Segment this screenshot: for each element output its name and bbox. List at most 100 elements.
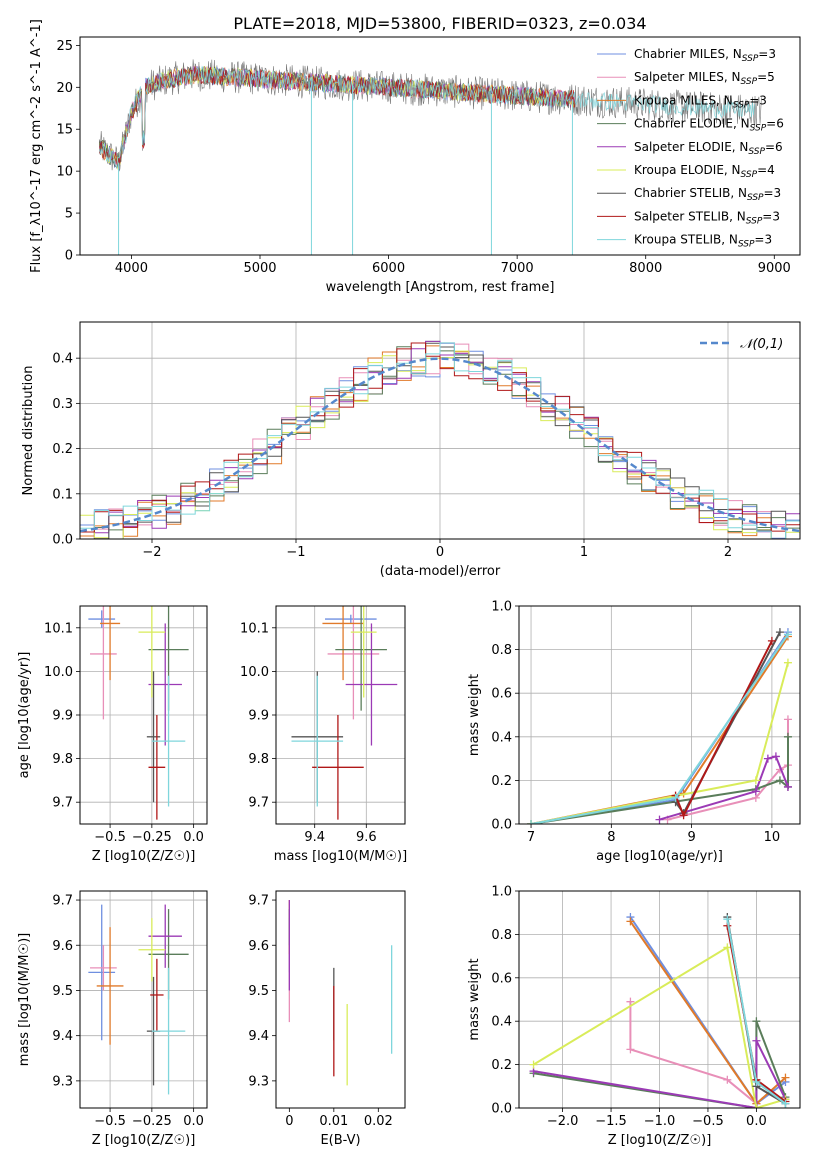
y-tick-label: 0.2 — [491, 774, 512, 789]
weight-marker — [671, 793, 680, 802]
x-tick-label: 6000 — [372, 261, 405, 276]
x-tick-label: −2.0 — [547, 1114, 579, 1129]
axes-frame — [275, 605, 406, 825]
weight-marker — [783, 782, 792, 791]
axes-frame — [79, 890, 208, 1109]
weight-line — [533, 1040, 787, 1108]
y-tick-label: 10 — [56, 165, 73, 180]
y-tick-label: 9.3 — [248, 1074, 269, 1089]
y-tick-label: 0.8 — [491, 928, 512, 943]
histogram-series — [80, 342, 800, 539]
legend-label: Salpeter MILES, NSSP=5 — [634, 70, 775, 87]
plot-area — [291, 606, 398, 820]
weight-line — [659, 755, 789, 821]
weight-marker — [752, 1077, 761, 1086]
y-tick-label: 10.0 — [240, 665, 269, 680]
plot-area — [527, 628, 792, 824]
legend-label: Kroupa ELODIE, NSSP=4 — [634, 163, 775, 180]
y-tick-label: 0.4 — [491, 730, 512, 745]
weight-marker — [783, 732, 792, 741]
x-tick-label: −0.5 — [692, 1114, 724, 1129]
plot-area — [88, 904, 189, 1095]
normal-curve — [80, 357, 800, 533]
axes-frame — [79, 36, 801, 256]
y-tick-label: 9.6 — [52, 939, 73, 954]
weight-marker — [781, 1099, 790, 1108]
histogram-series — [80, 345, 800, 539]
histogram-series — [80, 340, 800, 539]
y-tick-label: 1.0 — [491, 600, 512, 615]
weight-marker — [781, 1073, 790, 1082]
histogram-series — [80, 342, 800, 539]
legend-label: Chabrier STELIB, NSSP=3 — [634, 186, 781, 203]
weight-marker — [775, 776, 784, 785]
chart-mass_vs_EBV: 0 0.01 0.02 9.3 9.4 9.5 9.6 9.7 E(B-V) — [248, 890, 406, 1148]
x-tick-label: 2 — [724, 545, 732, 560]
y-tick-label: 9.4 — [248, 1029, 269, 1044]
histogram-series — [80, 340, 800, 539]
weight-marker — [723, 1075, 732, 1084]
weight-marker — [723, 915, 732, 924]
histogram-series — [80, 342, 800, 539]
weight-marker — [752, 1104, 761, 1108]
legend-label: Chabrier ELODIE, NSSP=6 — [634, 117, 784, 134]
plot-area — [288, 900, 393, 1086]
x-tick-label: 0.01 — [319, 1114, 348, 1129]
x-tick-label: −1 — [286, 545, 305, 560]
weight-marker — [752, 1017, 761, 1026]
axes-frame — [79, 321, 801, 540]
y-tick-label: 0.4 — [491, 1015, 512, 1030]
weight-marker — [783, 715, 792, 724]
legend-label: Salpeter ELODIE, NSSP=6 — [634, 140, 783, 157]
y-tick-label: 9.7 — [248, 796, 269, 811]
chart-mass_vs_Z: −0.5 −0.25 0.0 9.3 9.4 9.5 9.6 9.7 Z [log10(Z/Z☉… — [17, 890, 208, 1148]
x-axis-label: Z [log10(Z/Z☉)] — [608, 1133, 712, 1148]
y-tick-label: 0.2 — [491, 1058, 512, 1073]
x-tick-label: −2 — [142, 545, 161, 560]
y-tick-label: 9.7 — [52, 796, 73, 811]
chart-age_vs_mass: 9.4 9.6 9.7 9.8 9.9 10.0 10.1 mass [log10(M/M☉)… — [240, 605, 407, 864]
legend-label: 𝒩(0,1) — [740, 337, 783, 352]
y-tick-label: 20 — [56, 81, 73, 96]
y-tick-label: 9.6 — [248, 939, 269, 954]
plot-area — [98, 59, 762, 255]
weight-marker — [751, 776, 760, 785]
y-axis-label: Flux [f_λ10^-17 erg cm^-2 s^-1 A^-1] — [29, 19, 44, 273]
y-tick-label: 0.0 — [491, 1102, 512, 1117]
plot-area — [80, 340, 800, 539]
y-axis-label: mass [log10(M/M☉)] — [17, 933, 32, 1066]
y-tick-label: 0.0 — [52, 533, 73, 548]
x-axis-label: Z [log10(Z/Z☉)] — [92, 1133, 196, 1148]
figure-title: PLATE=2018, MJD=53800, FIBERID=0323, z=0… — [233, 14, 646, 33]
plot-area — [88, 606, 189, 820]
x-tick-label: −0.25 — [132, 830, 172, 845]
weight-marker — [752, 1036, 761, 1045]
axes-frame — [518, 605, 801, 825]
x-tick-label: 0.0 — [183, 830, 204, 845]
x-tick-label: 7000 — [501, 261, 534, 276]
axes-frame — [275, 890, 406, 1109]
y-tick-label: 0.4 — [52, 352, 73, 367]
x-tick-label: 8 — [607, 830, 615, 845]
y-tick-label: 0.6 — [491, 971, 512, 986]
y-tick-label: 15 — [56, 123, 73, 138]
chart-residuals: −2 −1 0 1 2 0.0 0.1 0.2 0.3 0.4 (data-model)/error… — [21, 321, 801, 579]
y-tick-label: 9.3 — [52, 1074, 73, 1089]
weight-marker — [751, 787, 760, 796]
y-tick-label: 0 — [65, 249, 73, 264]
x-axis-label: wavelength [Angstrom, rest frame] — [326, 280, 555, 295]
chart-spectrum: 4000 5000 6000 7000 8000 9000 0 5 10 15 20 25 wavele… — [29, 19, 801, 295]
x-tick-label: 8000 — [629, 261, 662, 276]
weight-line — [530, 631, 789, 824]
legend-label: Kroupa STELIB, NSSP=3 — [634, 233, 772, 250]
weight-marker — [626, 917, 635, 926]
x-tick-label: 5000 — [243, 261, 276, 276]
legend-label: Kroupa MILES, NSSP=3 — [634, 93, 767, 110]
y-tick-label: 9.9 — [52, 709, 73, 724]
y-tick-label: 9.4 — [52, 1029, 73, 1044]
weight-marker — [626, 1045, 635, 1054]
x-axis-label: Z [log10(Z/Z☉)] — [92, 849, 196, 864]
y-tick-label: 0.0 — [491, 818, 512, 833]
histogram-series — [80, 342, 800, 539]
